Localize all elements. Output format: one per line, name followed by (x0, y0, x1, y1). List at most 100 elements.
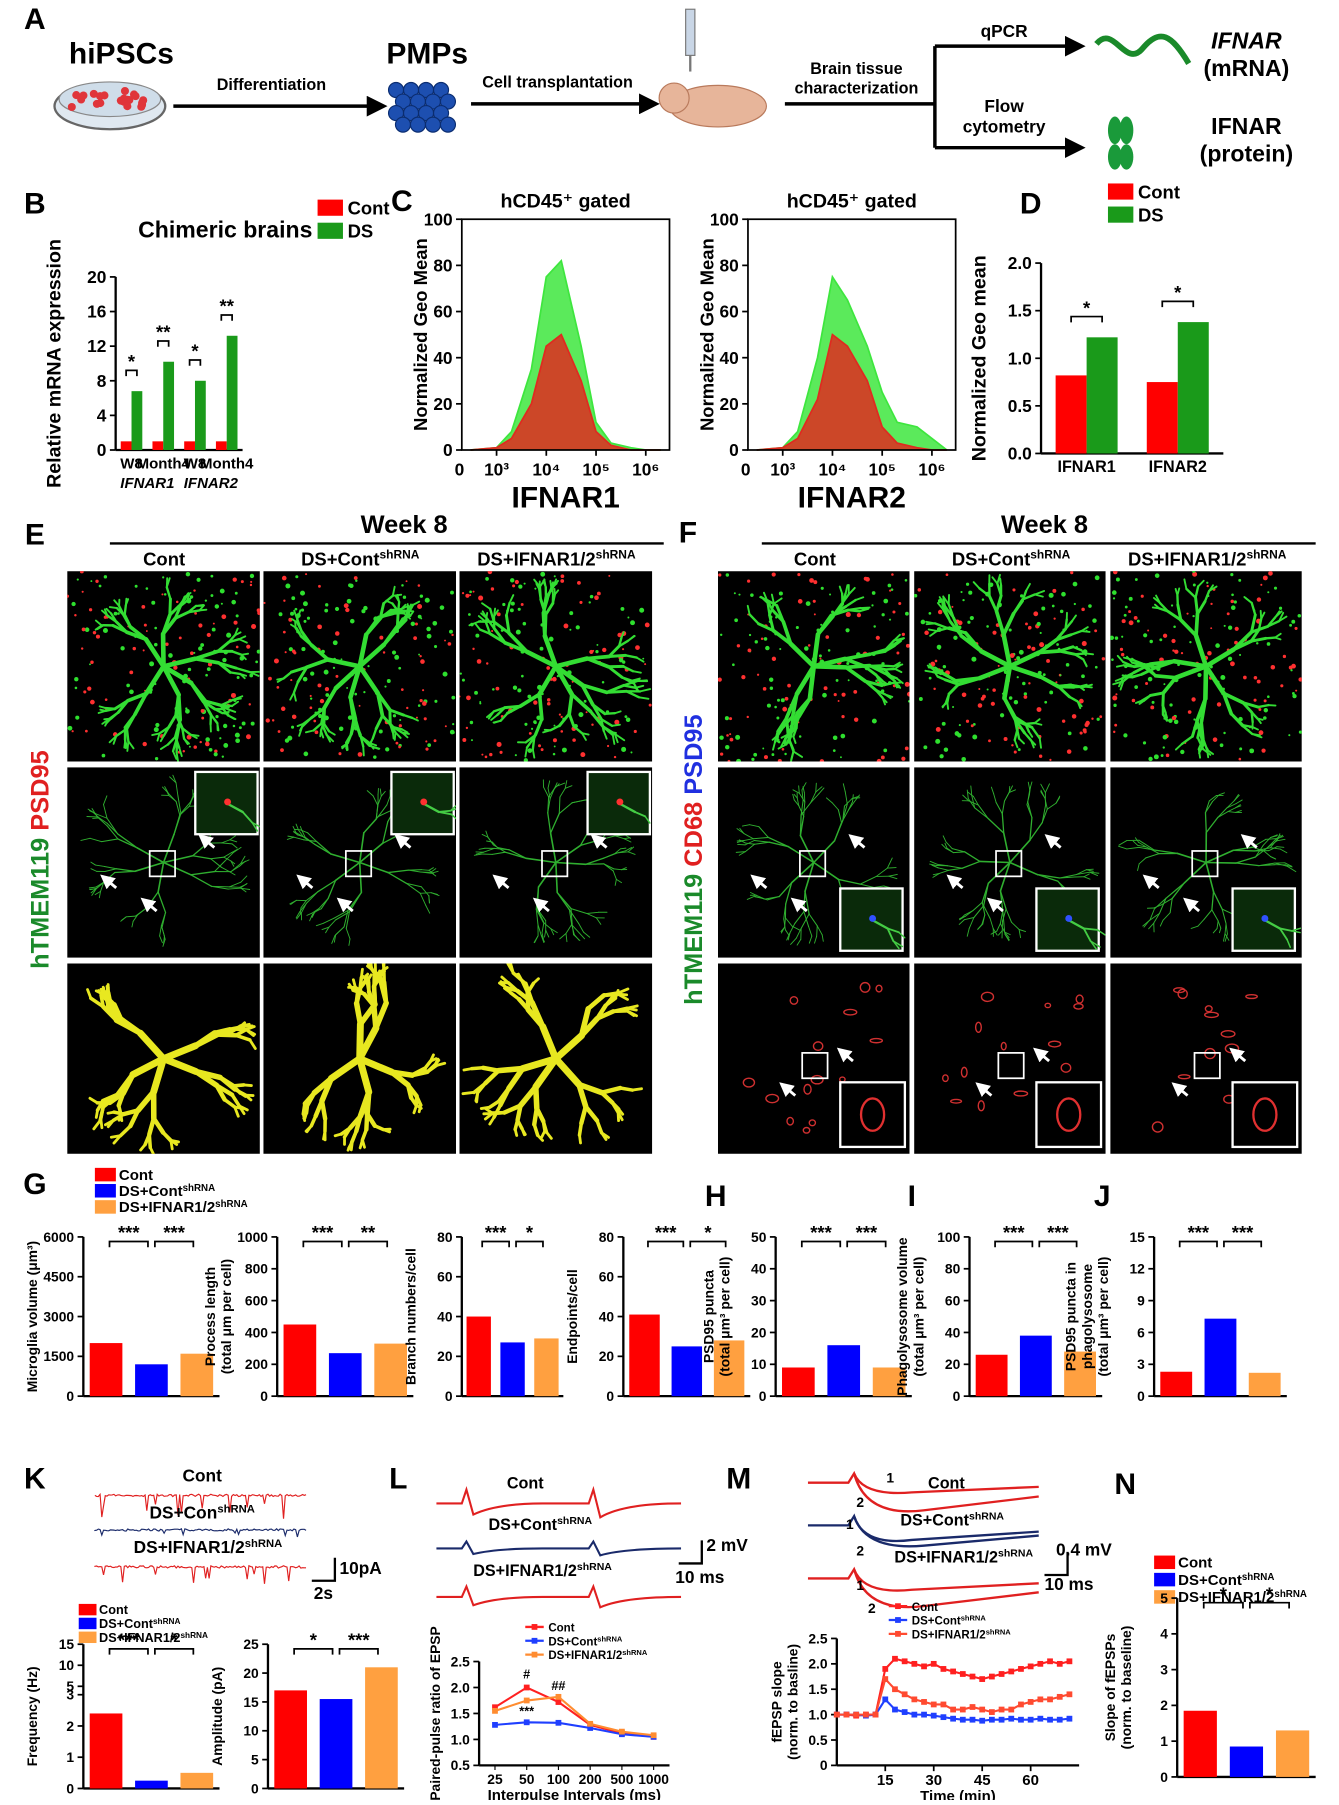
x-tick-label: 50 (519, 1771, 535, 1787)
puncta (427, 743, 431, 747)
process (395, 732, 396, 740)
panel-label: L (389, 1462, 407, 1495)
puncta (1164, 634, 1167, 637)
process (374, 1006, 376, 1028)
y-axis-label: Frequency (Hz) (24, 1666, 40, 1766)
puncta (93, 631, 96, 634)
puncta (524, 583, 526, 585)
data-point (960, 1707, 966, 1713)
puncta (99, 585, 102, 588)
process (101, 1107, 103, 1119)
data-point (1008, 1707, 1014, 1713)
puncta (133, 647, 136, 650)
puncta (424, 717, 427, 720)
puncta (1298, 614, 1302, 618)
y-tick-label: 0 (1160, 1769, 1168, 1785)
puncta (967, 621, 970, 624)
text-span: DS+IFNAR1/2 (894, 1548, 998, 1566)
legend-swatch (1154, 1573, 1175, 1587)
process (816, 783, 817, 792)
puncta (199, 741, 201, 743)
puncta (602, 648, 606, 652)
target-label: IFNAR (1211, 27, 1282, 53)
y-axis-label: Normalized Geo Mean (696, 238, 717, 431)
y-tick-label: 20 (87, 267, 106, 287)
scale-bar (679, 1540, 702, 1563)
puncta (1154, 754, 1159, 759)
y-tick-label: 0 (260, 1388, 268, 1404)
puncta (471, 739, 473, 741)
puncta (1207, 585, 1209, 587)
puncta (449, 630, 453, 634)
puncta (1264, 699, 1267, 702)
puncta (236, 614, 239, 617)
x-axis-label: IFNAR1 (511, 482, 619, 515)
process (618, 994, 627, 995)
y-tick-label: 80 (433, 255, 452, 275)
puncta (1169, 703, 1172, 706)
data-point (911, 1712, 917, 1718)
x-tick-label: 25 (487, 1771, 503, 1787)
legend-entry: DS (348, 221, 374, 242)
puncta (201, 717, 204, 720)
x-tick-label: IFNAR2 (1149, 458, 1207, 476)
column-header: DS+IFNAR1/2shRNA (1128, 547, 1287, 569)
process (324, 708, 325, 722)
trace-marker: 2 (856, 1494, 864, 1510)
process (494, 609, 495, 617)
y-tick-label: 1.5 (451, 1705, 471, 1721)
puncta (1014, 700, 1018, 704)
y-tick-label: 40 (599, 1308, 615, 1324)
puncta (486, 662, 488, 664)
puncta (978, 703, 983, 708)
y-tick-label: 40 (433, 348, 452, 368)
puncta (923, 745, 927, 749)
puncta (251, 624, 256, 629)
puncta (961, 757, 966, 762)
x-tick-label: 10⁴ (819, 459, 847, 479)
puncta (821, 587, 824, 590)
trace-label: DS+ConshRNA (150, 1502, 255, 1522)
puncta (1018, 748, 1021, 751)
text-span: DS+IFNAR1/2 (119, 1199, 215, 1216)
puncta (1261, 749, 1265, 753)
puncta (804, 646, 809, 651)
bar (365, 1667, 398, 1788)
puncta (1283, 655, 1286, 658)
puncta (1227, 612, 1230, 615)
puncta (186, 572, 190, 576)
puncta (255, 661, 258, 664)
data-point (1028, 1717, 1034, 1723)
process (543, 613, 544, 636)
puncta (1239, 758, 1242, 761)
puncta (222, 658, 226, 662)
puncta (399, 724, 402, 727)
y-tick-label: 1.0 (808, 1706, 828, 1722)
puncta (561, 574, 565, 578)
puncta (1298, 677, 1302, 681)
data-point (1028, 1699, 1034, 1705)
panel-label: J (1094, 1180, 1111, 1213)
cell-dot (96, 99, 104, 107)
y-tick-label: 0 (953, 1388, 961, 1404)
puncta (117, 612, 120, 615)
cell-dot (79, 91, 87, 99)
puncta (541, 748, 544, 751)
puncta (231, 600, 236, 605)
trace-marker: 2 (856, 1542, 864, 1558)
puncta (349, 584, 353, 588)
puncta (425, 748, 428, 751)
puncta (301, 609, 304, 612)
puncta (419, 699, 422, 702)
y-tick-label: 10 (59, 1657, 75, 1673)
puncta (425, 740, 427, 742)
process (800, 815, 801, 836)
puncta (846, 662, 849, 665)
text-span: shRNA (245, 1538, 283, 1550)
process (230, 1027, 240, 1029)
puncta (1271, 665, 1276, 670)
puncta (1249, 748, 1254, 753)
puncta (720, 634, 722, 636)
puncta (462, 679, 465, 682)
x-tick-label: 10⁵ (582, 459, 609, 479)
